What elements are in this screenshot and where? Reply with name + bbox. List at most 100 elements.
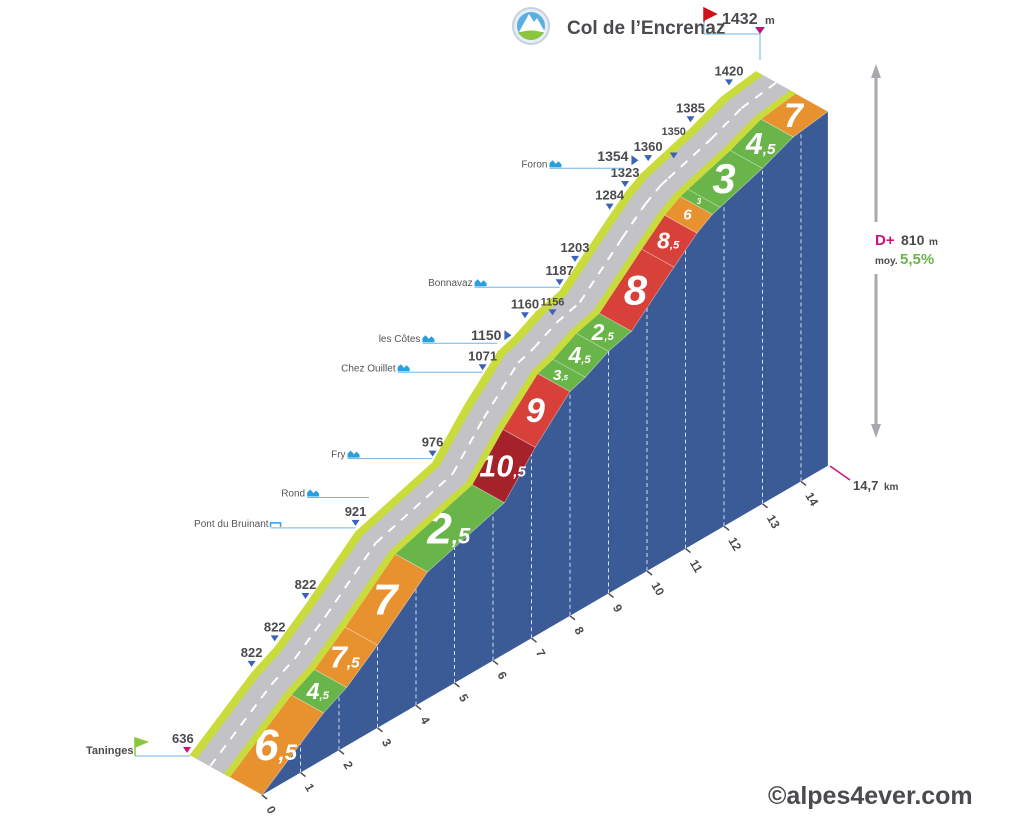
houses-icon: [307, 489, 320, 497]
elevation-arrow-icon: [871, 64, 881, 438]
gradient-label: 3,5: [553, 367, 569, 384]
altitude-marker-icon: [644, 155, 653, 162]
summit-marker-icon: [755, 27, 765, 34]
altitude-label: 1420: [715, 63, 744, 78]
gradient-label: 6: [683, 207, 692, 224]
road-surface: 6,54,57,572,510,593,54,52,588,563 34,57: [189, 71, 829, 796]
dplus-value: 810: [901, 232, 925, 248]
altitude-marker-icon: [428, 450, 437, 457]
km-tick: [300, 772, 306, 778]
summit-unit: m: [765, 15, 775, 27]
summit-flag-icon: [703, 6, 718, 22]
altitude-marker-icon: [301, 593, 310, 600]
altitude-marker-icon: [669, 152, 678, 159]
km-tick: [608, 592, 614, 598]
avg-value: 5,5%: [900, 251, 934, 268]
altitude-marker-icon: [605, 203, 614, 210]
distance-unit: km: [884, 482, 899, 493]
road-centerline: [482, 362, 520, 420]
house-shape: [397, 364, 410, 372]
start-name: Taninges: [86, 745, 133, 757]
altitude-marker-icon: [555, 279, 564, 286]
house-shape: [422, 335, 435, 343]
km-tick-label: 0: [263, 804, 279, 817]
altitude-label: 1071: [468, 348, 497, 363]
place-name: Pont du Bruinant: [194, 519, 269, 530]
km-tick: [685, 548, 691, 554]
altitude-label: 1160: [511, 296, 539, 311]
house-shape: [549, 160, 562, 168]
altitude-marker-icon: [686, 116, 695, 123]
gradient-label: 8: [624, 267, 648, 314]
road-centerline: [621, 203, 647, 239]
dplus-unit: m: [929, 237, 938, 248]
climb-title: Col de l’Encrenaz: [567, 18, 725, 39]
km-tick: [492, 660, 499, 666]
km-tick: [338, 749, 345, 755]
km-tick-label: 2: [340, 759, 356, 772]
altitude-label: 822: [264, 619, 286, 634]
gradient-label: 8,5: [657, 228, 680, 254]
summit-altitude: 1432: [722, 11, 758, 28]
start-altitude: 636: [172, 731, 194, 746]
houses-icon: [422, 335, 435, 343]
altitude-marker-icon: [571, 255, 579, 262]
altitude-label: 1187: [545, 263, 573, 278]
altitude-label: 1354: [597, 148, 628, 164]
summit-leader-line: [703, 12, 761, 60]
km-tick-label: 10: [648, 580, 667, 599]
copyright: ©alpes4ever.com: [768, 782, 973, 810]
profile-wall: [262, 111, 828, 795]
altitude-label: 822: [295, 577, 317, 592]
km-tick-label: 3: [379, 736, 395, 749]
bridge-shape: [269, 522, 282, 527]
altitude-marker-icon: [478, 364, 487, 371]
km-tick: [261, 794, 268, 800]
altitude-label: 1385: [676, 100, 705, 115]
houses-icon: [347, 450, 360, 458]
altitude-marker-icon: [548, 309, 557, 316]
altitude-label: 976: [422, 435, 444, 450]
altitude-marker-icon: [270, 635, 279, 642]
profile-side-wall: [262, 111, 828, 795]
km-tick-label: 4: [417, 714, 433, 727]
road-centerline: [209, 683, 273, 767]
road-centerline: [451, 417, 485, 475]
km-tick-label: 7: [533, 647, 549, 660]
distance-value: 14,7: [853, 478, 878, 493]
road-verge: [720, 71, 763, 101]
road-centerline: [644, 184, 662, 205]
road-centerline: [556, 301, 581, 324]
km-tick: [377, 727, 383, 733]
dplus-label: D+: [875, 232, 895, 249]
altitude-label: 1284: [595, 188, 625, 203]
altitude-label: 1150: [471, 327, 502, 343]
gradient-label: 3: [712, 155, 735, 202]
road-centerline: [375, 473, 454, 544]
houses-icon: [474, 279, 487, 287]
altitude-label: 1323: [611, 165, 640, 180]
road-centerline: [659, 177, 669, 187]
altitude-label: 1360: [634, 139, 663, 154]
gradient-label: 9: [526, 392, 545, 430]
km-tick: [646, 570, 653, 576]
road-centerline: [532, 321, 558, 350]
houses-icon: [549, 160, 562, 168]
gradient-label: 3: [697, 197, 702, 206]
km-tick-label: 12: [725, 535, 744, 554]
km-tick-label: 1: [302, 781, 318, 794]
place-name: Fry: [331, 450, 345, 461]
road-centerline: [578, 237, 623, 303]
km-tick: [800, 480, 807, 486]
km-tick: [762, 503, 768, 509]
altitude-label: 1203: [561, 240, 590, 255]
gradient-label: 7,5: [330, 641, 360, 675]
avg-label: moy.: [875, 256, 898, 267]
altitude-label: 921: [345, 504, 367, 519]
place-name: Rond: [281, 488, 305, 499]
km-tick: [415, 704, 422, 710]
gradient-label: 7: [784, 97, 805, 135]
road-centerline: [324, 542, 377, 617]
